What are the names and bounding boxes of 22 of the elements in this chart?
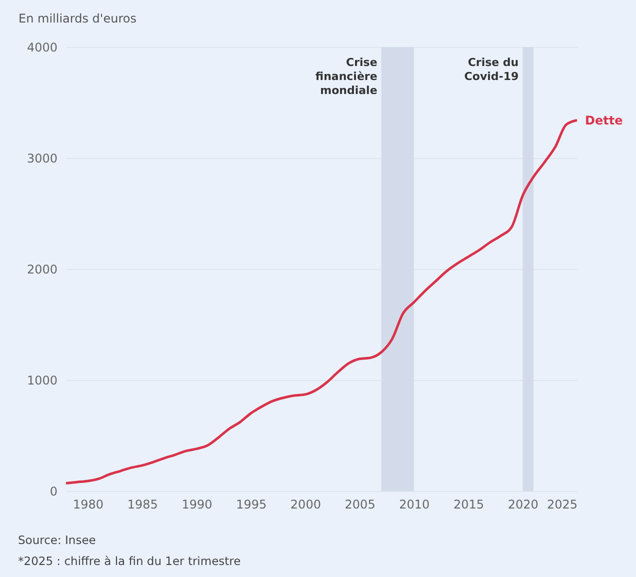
y-tick-label: 3000 xyxy=(26,152,58,166)
x-tick-label: 2005 xyxy=(344,498,376,512)
x-tick-label: 2020 xyxy=(508,498,538,512)
x-tick-label: 2010 xyxy=(399,498,430,512)
source-note: Source: Insee xyxy=(18,533,96,547)
band-label: Crise du Covid-19 xyxy=(464,56,519,83)
y-tick-label: 0 xyxy=(50,484,58,498)
x-tick-label: 1995 xyxy=(236,498,267,512)
y-tick-label: 2000 xyxy=(26,262,58,276)
x-tick-label: 2025 xyxy=(546,498,578,512)
y-axis-title: En milliards d'euros xyxy=(18,12,136,26)
x-tick-label: 1990 xyxy=(182,498,212,512)
x-tick-label: 1980 xyxy=(72,498,104,512)
x-tick-label: 1985 xyxy=(127,498,158,512)
text: *2025 : chiffre à la fin du 1er trimestre xyxy=(18,554,241,568)
x-tick-label: 2015 xyxy=(454,498,484,512)
line-series xyxy=(64,119,578,484)
series-label: Dette xyxy=(585,113,623,128)
y-tick-label: 1000 xyxy=(26,374,58,388)
x-tick-label: 2000 xyxy=(290,498,321,512)
band-label: Crise financière mondiale xyxy=(315,56,378,97)
y-tick-label: 4000 xyxy=(26,40,58,54)
